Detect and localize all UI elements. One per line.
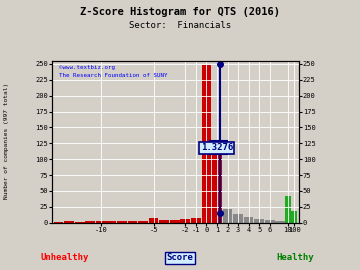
Text: Unhealthy: Unhealthy xyxy=(41,253,89,262)
Text: Sector:  Financials: Sector: Financials xyxy=(129,21,231,30)
Bar xyxy=(212,153,222,223)
Bar xyxy=(284,196,291,223)
Bar xyxy=(64,221,74,223)
Bar xyxy=(265,220,275,223)
Text: The Research Foundation of SUNY: The Research Foundation of SUNY xyxy=(59,73,167,78)
Bar xyxy=(222,209,232,223)
Text: Score: Score xyxy=(167,253,193,262)
Bar xyxy=(85,221,95,223)
Text: Number of companies (997 total): Number of companies (997 total) xyxy=(4,82,9,198)
Bar xyxy=(75,222,85,223)
Bar xyxy=(291,211,297,223)
Bar xyxy=(54,222,63,223)
Bar xyxy=(117,221,127,223)
Bar xyxy=(180,219,190,223)
Bar xyxy=(191,218,201,223)
Bar xyxy=(254,219,264,223)
Bar xyxy=(233,214,243,223)
Bar xyxy=(149,218,158,223)
Bar xyxy=(138,221,148,223)
Bar xyxy=(159,220,169,223)
Bar xyxy=(280,221,289,223)
Text: Healthy: Healthy xyxy=(276,253,314,262)
Bar xyxy=(107,221,116,223)
Bar xyxy=(202,65,211,223)
Bar xyxy=(244,217,253,223)
Text: 1.3276: 1.3276 xyxy=(201,143,233,152)
Bar xyxy=(170,220,180,223)
Bar xyxy=(273,221,283,223)
Bar xyxy=(276,221,286,223)
Bar xyxy=(127,221,137,223)
Bar xyxy=(96,221,105,223)
Text: Z-Score Histogram for QTS (2016): Z-Score Histogram for QTS (2016) xyxy=(80,7,280,17)
Text: ©www.textbiz.org: ©www.textbiz.org xyxy=(59,65,114,70)
